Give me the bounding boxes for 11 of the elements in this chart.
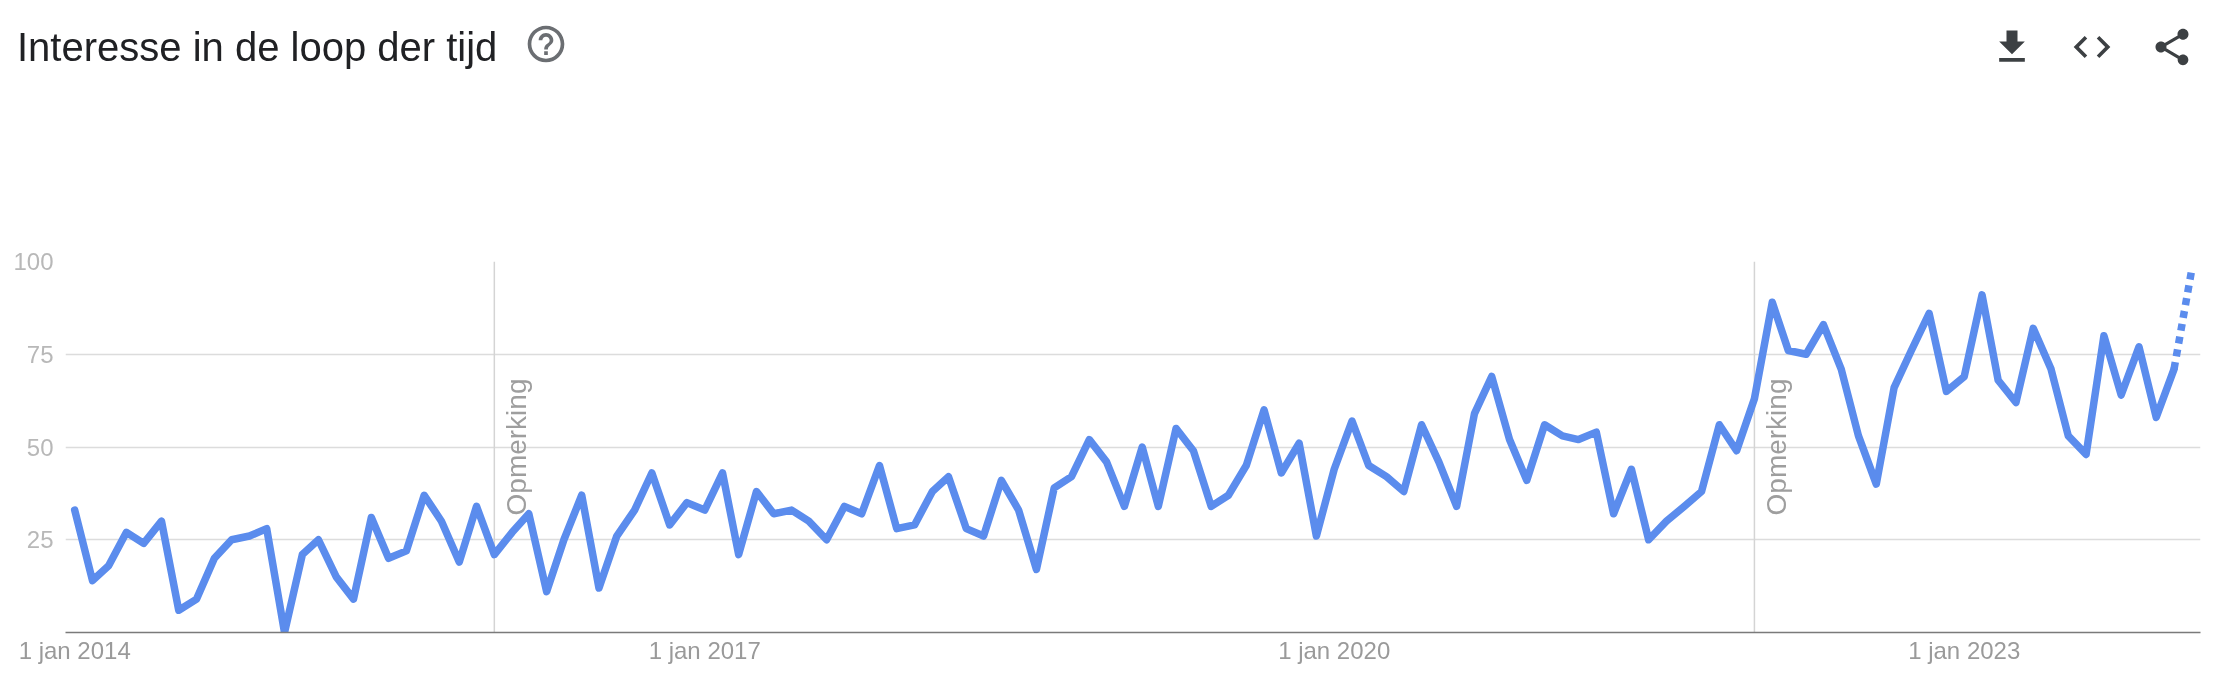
y-tick-label: 50 [26,433,54,461]
chart-title: Interesse in de loop der tijd [17,24,498,70]
ref-line-label: Opmerking [1761,378,1793,516]
y-tick-label: 75 [26,340,54,368]
x-tick-label: 1 jan 2017 [648,636,761,664]
x-tick-label: 1 jan 2014 [18,636,131,664]
y-tick-label: 25 [26,526,54,554]
y-tick-label: 100 [13,248,54,275]
x-tick-label: 1 jan 2023 [1908,636,2021,664]
x-tick-label: 1 jan 2020 [1278,636,1391,664]
ref-line-label: Opmerking [501,378,533,516]
